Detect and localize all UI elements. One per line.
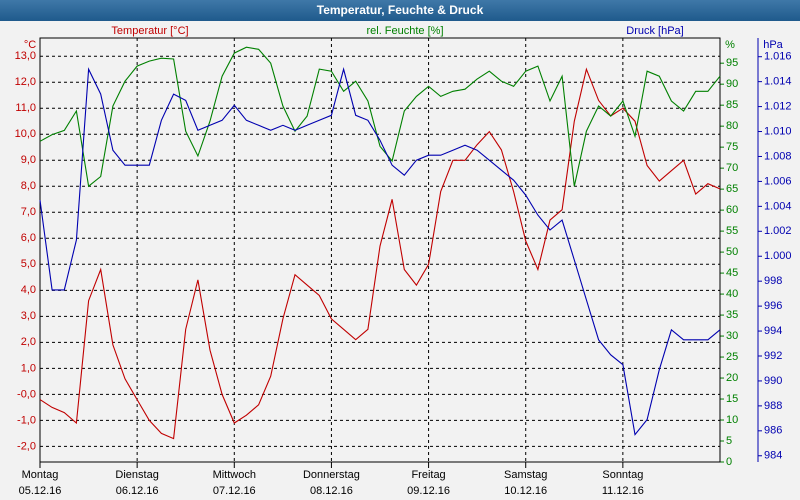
y3-tick-label: 1.008 <box>764 150 792 162</box>
y-tick-label: 7,0 <box>21 206 36 218</box>
y-tick-label: 12,0 <box>15 76 36 88</box>
y3-tick-label: 992 <box>764 350 782 362</box>
y2-tick-label: 10 <box>726 414 738 426</box>
x-date-label: 09.12.16 <box>407 485 450 497</box>
y-tick-label: 11,0 <box>15 102 36 114</box>
y-tick-label: 10,0 <box>15 128 36 140</box>
x-date-label: 10.12.16 <box>504 485 547 497</box>
y-tick-label: 8,0 <box>21 180 36 192</box>
y2-tick-label: 30 <box>726 330 738 342</box>
y-tick-label: 9,0 <box>21 154 36 166</box>
x-date-label: 07.12.16 <box>213 485 256 497</box>
x-tick-label: Freitag <box>411 469 445 481</box>
y3-tick-label: 1.004 <box>764 200 792 212</box>
y2-tick-label: 60 <box>726 204 738 216</box>
y3-tick-label: 996 <box>764 300 782 312</box>
y3-tick-label: 988 <box>764 400 782 412</box>
y3-tick-label: 986 <box>764 425 782 437</box>
y3-tick-label: 1.014 <box>764 76 792 88</box>
series-line <box>39 67 721 440</box>
title-bar <box>0 0 800 21</box>
y2-tick-label: 25 <box>726 351 738 363</box>
y2-tick-label: 50 <box>726 246 738 258</box>
y3-tick-label: 1.012 <box>764 100 792 112</box>
x-date-label: 11.12.16 <box>602 485 644 497</box>
y3-tick-label: 998 <box>764 275 782 287</box>
y2-tick-label: 75 <box>726 141 738 153</box>
y-tick-label: 5,0 <box>21 258 36 270</box>
y3-tick-label: 1.006 <box>764 175 792 187</box>
plot-frame <box>39 37 721 463</box>
y2-tick-label: 15 <box>726 393 738 405</box>
y2-unit: % <box>725 39 735 51</box>
y2-tick-label: 20 <box>726 372 738 384</box>
x-tick-label: Dienstag <box>115 469 158 481</box>
y-tick-label: -0,0 <box>17 388 36 400</box>
y2-tick-label: 55 <box>726 225 738 237</box>
y-unit: °C <box>24 39 36 51</box>
y2-tick-label: 65 <box>726 183 738 195</box>
y-tick-label: -2,0 <box>17 440 36 452</box>
series-label: rel. Feuchte [%] <box>366 25 443 37</box>
series-line <box>39 46 721 188</box>
x-tick-label: Montag <box>22 469 59 481</box>
y-tick-label: 13,0 <box>15 50 36 62</box>
y2-tick-label: 90 <box>726 78 738 90</box>
x-date-label: 06.12.16 <box>116 485 159 497</box>
series-label: Temperatur [°C] <box>111 25 188 37</box>
y2-tick-label: 70 <box>726 162 738 174</box>
y2-tick-label: 45 <box>726 267 738 279</box>
y2-tick-label: 80 <box>726 120 738 132</box>
y2-tick-label: 95 <box>726 57 738 69</box>
y3-tick-label: 1.010 <box>764 125 792 137</box>
y3-tick-label: 1.000 <box>764 250 792 262</box>
y-tick-label: -1,0 <box>17 414 36 426</box>
y2-tick-label: 35 <box>726 309 738 321</box>
y-tick-label: 2,0 <box>21 336 36 348</box>
y3-unit: hPa <box>763 39 783 51</box>
y-tick-label: 4,0 <box>21 284 36 296</box>
x-date-label: 05.12.16 <box>19 485 62 497</box>
y3-tick-label: 1.002 <box>764 225 792 237</box>
x-date-label: 08.12.16 <box>310 485 353 497</box>
x-tick-label: Mittwoch <box>213 469 256 481</box>
y-tick-label: 6,0 <box>21 232 36 244</box>
series-line <box>39 67 721 436</box>
series-label: Druck [hPa] <box>626 25 683 37</box>
y2-tick-label: 0 <box>726 456 732 468</box>
x-tick-label: Samstag <box>504 469 547 481</box>
x-tick-label: Donnerstag <box>303 469 360 481</box>
y-tick-label: 3,0 <box>21 310 36 322</box>
y2-tick-label: 85 <box>726 99 738 111</box>
y2-tick-label: 40 <box>726 288 738 300</box>
y3-tick-label: 1.016 <box>764 51 792 63</box>
y3-tick-label: 984 <box>764 450 782 462</box>
y3-tick-label: 990 <box>764 375 782 387</box>
x-tick-label: Sonntag <box>602 469 643 481</box>
y3-tick-label: 994 <box>764 325 782 337</box>
y2-tick-label: 5 <box>726 435 732 447</box>
y-tick-label: 1,0 <box>21 362 36 374</box>
chart-title: Temperatur, Feuchte & Druck <box>317 3 484 17</box>
